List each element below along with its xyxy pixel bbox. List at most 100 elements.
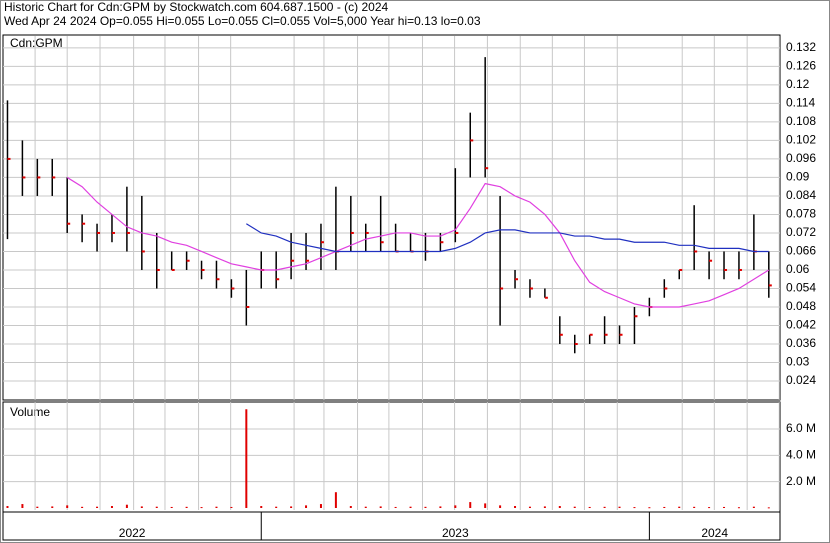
- y-tick-label: 4.0 M: [786, 448, 816, 462]
- volume-bar: [752, 506, 755, 508]
- y-tick-label: 0.126: [786, 59, 816, 73]
- volume-bar: [334, 492, 337, 508]
- volume-bar: [693, 506, 696, 508]
- volume-bar: [409, 506, 412, 508]
- y-tick-label: 0.036: [786, 336, 816, 350]
- volume-bar: [708, 507, 711, 509]
- close-tick: [7, 157, 11, 160]
- close-tick: [306, 259, 310, 262]
- volume-bar: [6, 506, 9, 508]
- y-tick-label: 0.114: [786, 96, 815, 110]
- y-tick-label: 0.024: [786, 373, 816, 387]
- close-tick: [276, 278, 280, 281]
- volume-bar: [170, 506, 173, 508]
- close-tick: [246, 305, 250, 308]
- close-tick: [82, 222, 86, 225]
- volume-bar: [275, 506, 278, 508]
- y-tick-label: 0.108: [786, 114, 816, 128]
- price-panel: [2, 34, 781, 401]
- close-tick: [216, 278, 220, 281]
- volume-bar: [454, 505, 457, 508]
- y-tick-label: 0.084: [786, 188, 816, 202]
- volume-bar: [528, 506, 531, 508]
- close-tick: [141, 250, 145, 253]
- close-tick: [634, 315, 638, 318]
- volume-bar: [21, 504, 24, 508]
- volume-bar: [514, 506, 517, 508]
- close-tick: [679, 268, 683, 271]
- close-tick: [589, 333, 593, 336]
- volume-panel-label: Volume: [10, 405, 50, 419]
- y-tick-label: 0.132: [786, 40, 816, 54]
- close-tick: [320, 241, 324, 244]
- close-tick: [186, 259, 190, 262]
- volume-bar: [543, 506, 546, 508]
- close-tick: [724, 268, 728, 271]
- volume-bar: [737, 507, 740, 509]
- volume-bar: [723, 506, 726, 508]
- moving-average: [66, 176, 770, 308]
- volume-bar: [125, 504, 128, 508]
- volume-bar: [81, 506, 84, 508]
- y-tick-label: 2.0 M: [786, 474, 816, 488]
- close-tick: [37, 176, 41, 179]
- volume-bar: [66, 505, 69, 508]
- close-tick: [201, 268, 205, 271]
- y-tick-label: 0.072: [786, 225, 816, 239]
- y-tick-label: 0.096: [786, 151, 816, 165]
- volume-bar: [648, 507, 651, 509]
- y-tick-label: 0.078: [786, 207, 816, 221]
- close-tick: [485, 167, 489, 170]
- close-tick: [380, 241, 384, 244]
- volume-bar: [439, 506, 442, 508]
- y-tick-label: 0.03: [786, 355, 810, 369]
- price-panel-label: Cdn:GPM: [10, 36, 63, 50]
- x-tick-label: 2024: [701, 526, 728, 540]
- volume-bar: [394, 506, 397, 508]
- volume-bar: [260, 506, 263, 508]
- close-tick: [440, 241, 444, 244]
- volume-bar: [319, 504, 322, 508]
- time-axis: [2, 511, 781, 541]
- close-tick: [470, 139, 474, 142]
- volume-bar: [140, 506, 143, 508]
- volume-bar: [245, 409, 248, 508]
- moving-average: [246, 223, 769, 253]
- volume-bar: [633, 507, 636, 509]
- close-tick: [455, 231, 459, 234]
- volume-bar: [96, 506, 99, 508]
- close-tick: [664, 287, 668, 290]
- close-tick: [529, 287, 533, 290]
- volume-bar: [663, 506, 666, 508]
- y-tick-label: 0.048: [786, 299, 816, 313]
- volume-bar: [678, 506, 681, 508]
- close-tick: [22, 176, 26, 179]
- volume-bar: [364, 506, 367, 508]
- volume-bar: [573, 506, 576, 508]
- close-tick: [738, 268, 742, 271]
- y-tick-label: 0.12: [786, 77, 810, 91]
- close-tick: [67, 222, 71, 225]
- close-tick: [500, 287, 504, 290]
- close-tick: [604, 333, 608, 336]
- volume-bar: [349, 506, 352, 508]
- volume-bar: [767, 507, 770, 509]
- close-tick: [111, 231, 115, 234]
- close-tick: [97, 231, 101, 234]
- volume-bar: [484, 503, 487, 508]
- y-tick-label: 0.054: [786, 281, 816, 295]
- close-tick: [694, 250, 698, 253]
- volume-bar: [499, 505, 502, 508]
- close-tick: [559, 333, 563, 336]
- volume-bar: [36, 506, 39, 508]
- close-tick: [126, 231, 130, 234]
- volume-bar: [424, 506, 427, 508]
- volume-bar: [558, 506, 561, 508]
- close-tick: [515, 278, 519, 281]
- x-tick-label: 2022: [119, 526, 146, 540]
- volume-bar: [290, 506, 293, 508]
- close-tick: [574, 343, 578, 346]
- close-tick: [291, 259, 295, 262]
